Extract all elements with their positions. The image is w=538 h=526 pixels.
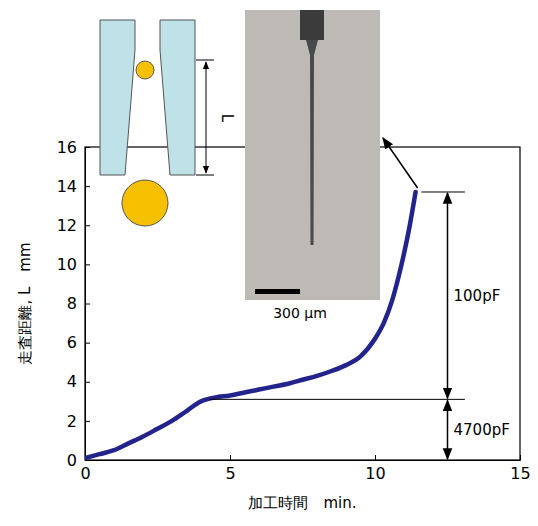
needle-holder bbox=[300, 10, 324, 40]
range-label: 4700pF bbox=[454, 421, 510, 439]
tick: 5 bbox=[225, 455, 235, 483]
data-line bbox=[85, 192, 416, 458]
tick: 4 bbox=[67, 372, 90, 391]
tick-label: 0 bbox=[80, 464, 90, 483]
tick-mark bbox=[520, 455, 521, 460]
scale-bar bbox=[255, 289, 300, 294]
plot-area bbox=[85, 192, 416, 458]
electrode-left bbox=[100, 20, 135, 175]
dim-arrow bbox=[206, 62, 207, 173]
tick-mark bbox=[85, 225, 90, 226]
tick-label: 5 bbox=[225, 464, 235, 483]
tick-mark bbox=[85, 421, 90, 422]
tick-label: 8 bbox=[67, 294, 77, 313]
photo-pointer bbox=[383, 138, 418, 188]
tick: 10 bbox=[365, 455, 385, 483]
tick-mark bbox=[375, 455, 376, 460]
schematic-label: L bbox=[218, 114, 236, 123]
level-line bbox=[210, 399, 465, 400]
tick-label: 10 bbox=[57, 255, 77, 274]
photo-background bbox=[245, 10, 380, 300]
tick-mark bbox=[85, 460, 90, 461]
tick: 16 bbox=[57, 138, 90, 157]
y-axis: 0 2 4 6 8 10 12 14 16 bbox=[57, 138, 90, 470]
x-axis-title: 加工時間 min. bbox=[248, 494, 356, 512]
tick-mark bbox=[85, 304, 90, 305]
tick-label: 10 bbox=[365, 464, 385, 483]
tick: 12 bbox=[57, 216, 90, 235]
range-annotation: 4700pF bbox=[210, 399, 510, 459]
dim-line bbox=[196, 60, 214, 61]
tick-label: 15 bbox=[510, 464, 530, 483]
axis-line bbox=[86, 460, 521, 461]
range-label: 100pF bbox=[454, 287, 501, 305]
tick-label: 12 bbox=[57, 216, 77, 235]
x-axis: 0 5 10 15 bbox=[80, 455, 530, 483]
tick-label: 14 bbox=[57, 177, 77, 196]
schematic: L bbox=[100, 20, 236, 226]
large-ball bbox=[122, 180, 168, 226]
tick-mark bbox=[85, 147, 90, 148]
level-line bbox=[421, 191, 465, 192]
electrode-right bbox=[160, 20, 195, 175]
tick-mark bbox=[85, 343, 90, 344]
tick: 0 bbox=[67, 451, 90, 470]
tick: 14 bbox=[57, 177, 90, 196]
needle bbox=[306, 40, 318, 245]
tick-label: 2 bbox=[67, 411, 77, 430]
chart: L 300 μm 0 5 10 15 0 2 4 6 8 10 12 14 16 加工時間 min. 走査距離,… bbox=[0, 0, 538, 526]
scale-bar-label: 300 μm bbox=[273, 305, 327, 321]
y-axis-title: 走査距離, L mm bbox=[16, 242, 34, 364]
tick-label: 0 bbox=[67, 451, 77, 470]
tick: 8 bbox=[67, 294, 90, 313]
tick-mark bbox=[85, 186, 90, 187]
range-annotation: 100pF bbox=[421, 192, 500, 398]
tick-mark bbox=[85, 382, 90, 383]
small-ball bbox=[136, 61, 154, 79]
range-arrow bbox=[447, 193, 449, 398]
tick: 2 bbox=[67, 411, 90, 430]
tick-label: 16 bbox=[57, 138, 77, 157]
tick-label: 6 bbox=[67, 333, 77, 352]
tick-label: 4 bbox=[67, 372, 77, 391]
tick-mark bbox=[85, 264, 90, 265]
tick-mark bbox=[230, 455, 231, 460]
tick: 15 bbox=[510, 455, 530, 483]
photo bbox=[245, 10, 380, 300]
tick: 6 bbox=[67, 333, 90, 352]
dim-line bbox=[196, 175, 214, 176]
tick: 10 bbox=[57, 255, 90, 274]
range-arrow bbox=[447, 400, 449, 459]
